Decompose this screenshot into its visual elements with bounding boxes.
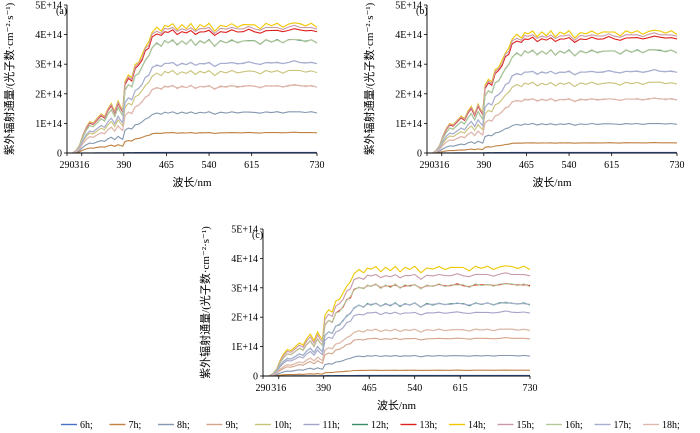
y-tick-label: 2E+14 [395, 89, 422, 100]
y-axis-label: 紫外辐射通量/(光子数·cm⁻²·s⁻¹) [362, 2, 376, 155]
x-tick-label: 465 [362, 383, 377, 394]
y-axis-label: 紫外辐射通量/(光子数·cm⁻²·s⁻¹) [198, 226, 212, 379]
y-tick-label: 3E+14 [231, 283, 258, 294]
series-line-14h [67, 22, 318, 154]
series-line-13h [67, 28, 318, 154]
x-tick-label: 390 [116, 160, 131, 171]
series-line-7h [427, 142, 678, 154]
x-tick-label: 390 [476, 160, 491, 171]
legend-label: 9h; [226, 420, 239, 431]
x-tick-label: 730 [670, 160, 685, 171]
chart-panel-1: 0 1E+14 2E+14 3E+14 4E+14 5E+14 290 316 390 465 54… [2, 1, 325, 190]
series-line-10h [263, 328, 531, 377]
legend-label: 18h; [662, 420, 680, 431]
x-tick-label: 465 [519, 160, 534, 171]
y-tick-label: 5E+14 [35, 1, 62, 12]
legend-label: 12h; [371, 420, 389, 431]
x-tick-label: 465 [159, 160, 174, 171]
series-line-8h [67, 111, 318, 154]
y-tick-label: 2E+14 [231, 313, 258, 324]
series-line-16h [263, 283, 531, 377]
y-tick-label: 5E+14 [231, 225, 258, 236]
series-line-18h [427, 97, 678, 154]
legend-label: 14h; [468, 420, 486, 431]
x-axis-label: 波长/nm [377, 399, 417, 412]
y-tick-label: 4E+14 [231, 254, 258, 265]
series-line-11h [427, 69, 678, 154]
y-tick-label: 1E+14 [395, 119, 422, 130]
series-line-9h [263, 337, 531, 377]
legend-label: 11h; [323, 420, 341, 431]
series-line-15h [67, 24, 318, 154]
legend-label: 16h; [565, 420, 583, 431]
y-tick-label: 1E+14 [35, 119, 62, 130]
series-line-18h [263, 328, 531, 377]
panel-label: (c) [252, 230, 263, 241]
y-tick-label: 4E+14 [35, 30, 62, 41]
x-tick-label: 290 [60, 160, 75, 171]
legend-label: 7h; [129, 420, 142, 431]
series-line-13h [427, 35, 678, 154]
series-line-7h [263, 369, 531, 377]
legend: 6h; 7h; 8h; 9h; 10h; 11h; 12h; 13h; 14h; 15h; 16h;… [61, 420, 680, 431]
x-tick-label: 290 [256, 383, 271, 394]
x-tick-label: 540 [562, 160, 577, 171]
series-line-16h [67, 38, 318, 154]
x-tick-label: 615 [244, 160, 259, 171]
y-tick-label: 3E+14 [395, 60, 422, 71]
x-tick-label: 290 [420, 160, 435, 171]
x-axis-label: 波长/nm [172, 176, 212, 189]
series-line-14h [427, 29, 678, 154]
series-line-7h [67, 131, 318, 154]
series-line-11h [67, 60, 318, 154]
x-tick-label: 615 [604, 160, 619, 171]
legend-label: 8h; [177, 420, 190, 431]
series-line-17h [427, 69, 678, 154]
series-line-15h [263, 272, 531, 377]
chart-panel-2: 0 1E+14 2E+14 3E+14 4E+14 5E+14 290 316 390 465 54… [362, 1, 685, 190]
series-line-12h [67, 38, 318, 154]
series-line-8h [263, 354, 531, 377]
x-tick-label: 730 [310, 160, 325, 171]
x-tick-label: 730 [523, 383, 538, 394]
chart-panel-3: 0 1E+14 2E+14 3E+14 4E+14 5E+14 290 316 390 465 54… [198, 225, 538, 413]
y-tick-label: 0 [57, 149, 62, 160]
legend-label: 6h; [80, 420, 93, 431]
x-tick-label: 390 [316, 383, 331, 394]
x-tick-label: 540 [407, 383, 422, 394]
legend-label: 15h; [517, 420, 535, 431]
y-tick-label: 5E+14 [395, 1, 422, 12]
series-line-17h [263, 301, 531, 377]
x-tick-label: 316 [434, 160, 449, 171]
y-tick-label: 0 [253, 372, 258, 383]
series-line-10h [427, 81, 678, 154]
y-tick-label: 2E+14 [35, 89, 62, 100]
series-line-10h [67, 69, 318, 154]
x-tick-label: 316 [271, 383, 286, 394]
x-tick-label: 316 [74, 160, 89, 171]
series-line-8h [427, 122, 678, 154]
series-line-14h [263, 265, 531, 377]
y-tick-label: 0 [417, 149, 422, 160]
series-line-15h [427, 32, 678, 154]
series-line-16h [427, 49, 678, 154]
series-line-11h [263, 310, 531, 377]
x-axis-label: 波长/nm [532, 176, 572, 189]
series-line-18h [67, 84, 318, 154]
x-tick-label: 615 [453, 383, 468, 394]
x-tick-label: 540 [202, 160, 217, 171]
legend-label: 10h; [274, 420, 292, 431]
panel-label: (a) [56, 6, 67, 17]
series-line-17h [67, 60, 318, 154]
y-tick-label: 1E+14 [231, 342, 258, 353]
y-tick-label: 4E+14 [395, 30, 422, 41]
legend-label: 17h; [614, 420, 632, 431]
y-axis-label: 紫外辐射通量/(光子数·cm⁻²·s⁻¹) [2, 2, 16, 155]
legend-label: 13h; [420, 420, 438, 431]
panel-label: (b) [416, 6, 428, 17]
y-tick-label: 3E+14 [35, 60, 62, 71]
